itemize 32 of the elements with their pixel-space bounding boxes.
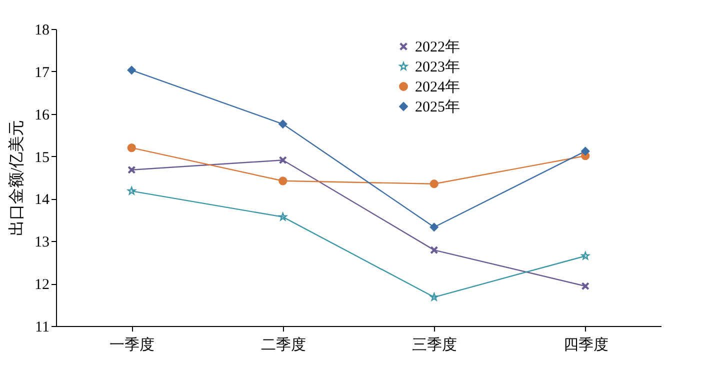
point [430, 292, 438, 301]
y-tick-label: 17 [34, 64, 50, 81]
point [430, 180, 438, 188]
point [430, 246, 438, 254]
x-tick-label: 三季度 [412, 336, 458, 354]
x-tick-label: 四季度 [563, 336, 608, 354]
legend-label: 2025年 [415, 98, 460, 116]
point [582, 282, 589, 290]
point [278, 212, 287, 221]
y-tick-label: 12 [34, 277, 50, 294]
y-tick-label: 14 [34, 192, 50, 208]
point [278, 176, 288, 186]
legend-label: 2022年 [415, 38, 460, 56]
legend-label: 2024年 [415, 78, 460, 96]
point [581, 146, 590, 156]
y-tick-label: 13 [34, 234, 50, 251]
point [279, 156, 286, 164]
legend-label: 2023年 [415, 58, 460, 76]
y-axis-title: 出口金额/亿美元 [8, 120, 26, 236]
point [581, 252, 590, 260]
x-tick-label: 一季度 [110, 336, 155, 354]
y-tick-label: 18 [34, 22, 50, 38]
x-tick-label: 二季度 [260, 336, 306, 354]
point [127, 66, 136, 74]
point [128, 166, 136, 174]
y-tick-label: 15 [34, 150, 50, 166]
point [430, 222, 438, 232]
point [127, 144, 136, 152]
y-tick-label: 11 [35, 320, 50, 336]
y-tick-label: 16 [34, 107, 50, 124]
point [278, 120, 288, 128]
point [128, 186, 136, 195]
